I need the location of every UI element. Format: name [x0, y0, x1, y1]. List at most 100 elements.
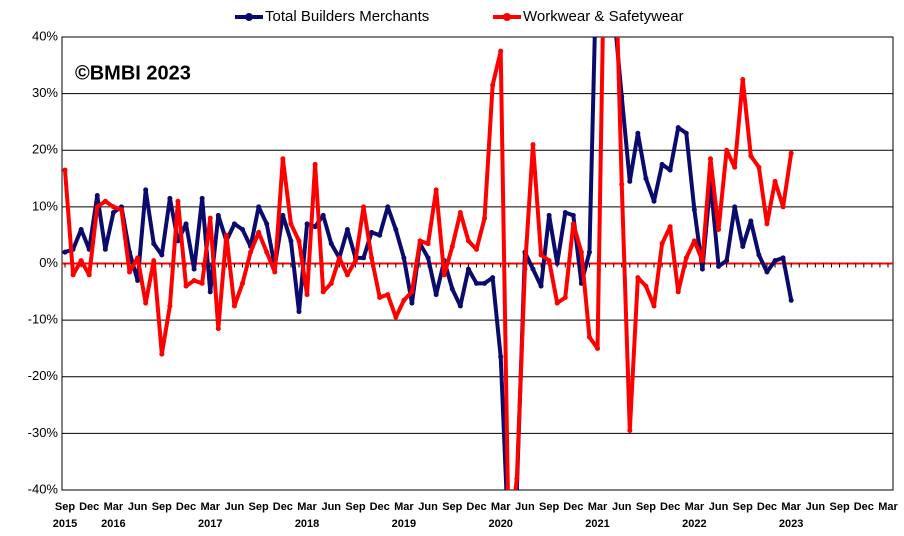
y-tick-label: -30%	[28, 425, 59, 440]
point	[546, 212, 552, 218]
x-tick-label: Dec	[79, 501, 99, 513]
point	[272, 269, 278, 275]
point	[764, 269, 770, 275]
point	[683, 255, 689, 261]
point	[369, 255, 375, 261]
point	[417, 238, 423, 244]
point	[449, 244, 455, 250]
x-tick-label: Mar	[685, 501, 705, 513]
x-tick-label: Sep	[636, 501, 656, 513]
point	[304, 292, 310, 298]
point	[288, 221, 294, 227]
point	[78, 258, 84, 264]
legend: Total Builders Merchants Workwear & Safet…	[235, 8, 684, 25]
y-tick-label: 10%	[32, 198, 58, 213]
x-tick-label: Jun	[515, 501, 535, 513]
point	[264, 249, 270, 255]
point	[304, 221, 310, 227]
point	[328, 241, 334, 247]
x-tick-label: Dec	[563, 501, 583, 513]
plot-area	[62, 37, 794, 490]
x-tick-label: Jun	[612, 501, 632, 513]
x-year-label: 2022	[682, 518, 706, 530]
x-tick-label: Sep	[55, 501, 75, 513]
point	[393, 227, 399, 233]
x-year-label: 2020	[488, 518, 512, 530]
point	[70, 272, 76, 278]
point	[691, 238, 697, 244]
point	[393, 314, 399, 320]
point	[482, 215, 488, 221]
axis: -40%-30%-20%-10%0%10%20%30%40%Sep2015Dec…	[28, 28, 899, 529]
point	[264, 221, 270, 227]
point	[207, 289, 213, 295]
point	[401, 255, 407, 261]
x-tick-label: Dec	[660, 501, 680, 513]
point	[352, 258, 358, 264]
point	[320, 289, 326, 295]
point	[344, 272, 350, 278]
point	[401, 297, 407, 303]
point	[748, 153, 754, 159]
point	[732, 164, 738, 170]
point	[788, 297, 794, 303]
x-tick-label: Dec	[273, 501, 293, 513]
point	[554, 261, 560, 266]
point	[151, 241, 157, 247]
point	[385, 204, 391, 210]
x-tick-label: Dec	[466, 501, 486, 513]
annotation: ©BMBI 2023	[75, 62, 191, 84]
point	[482, 280, 488, 286]
point	[780, 255, 786, 261]
x-tick-label: Sep	[345, 501, 365, 513]
point	[240, 227, 246, 233]
point	[167, 303, 173, 309]
point	[215, 212, 221, 218]
point	[651, 303, 657, 309]
point	[667, 224, 673, 230]
point	[546, 258, 552, 264]
point	[586, 334, 592, 340]
point	[530, 142, 536, 148]
point	[159, 351, 165, 357]
y-tick-label: 0%	[39, 255, 58, 270]
y-tick-label: 20%	[32, 142, 58, 157]
y-tick-label: -20%	[28, 368, 59, 383]
x-tick-label: Mar	[394, 501, 414, 513]
point	[490, 275, 496, 281]
point	[288, 238, 294, 244]
point	[320, 212, 326, 218]
x-tick-label: Sep	[829, 501, 849, 513]
point	[425, 241, 431, 247]
point	[619, 181, 625, 187]
point	[191, 266, 197, 272]
point	[86, 272, 92, 278]
point	[78, 227, 84, 233]
point	[635, 130, 641, 136]
point	[490, 82, 496, 88]
point	[740, 76, 746, 82]
point	[530, 266, 536, 272]
x-tick-label: Mar	[297, 501, 317, 513]
point	[554, 300, 560, 306]
x-tick-label: Jun	[806, 501, 826, 513]
point	[143, 187, 149, 193]
y-tick-label: -10%	[28, 312, 59, 327]
point	[651, 198, 657, 204]
point	[425, 255, 431, 261]
point	[748, 218, 754, 224]
x-tick-label: Dec	[176, 501, 196, 513]
point	[377, 232, 383, 238]
point	[691, 207, 697, 213]
point	[724, 258, 730, 264]
x-year-label: 2016	[101, 518, 125, 530]
point	[659, 241, 665, 247]
x-tick-label: Mar	[104, 501, 124, 513]
point	[627, 428, 633, 434]
point	[772, 178, 778, 184]
point	[361, 204, 367, 210]
x-year-label: 2015	[53, 518, 77, 530]
point	[110, 204, 116, 210]
point	[538, 252, 544, 258]
point	[94, 193, 100, 199]
